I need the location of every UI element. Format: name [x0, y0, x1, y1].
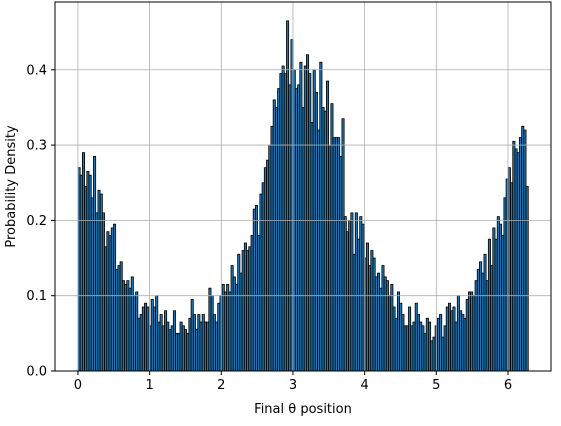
y-tick-label: 0.2	[26, 214, 47, 229]
y-tick-label: 0.1	[26, 289, 47, 304]
plot-frame	[54, 1, 552, 372]
x-tick-label: 1	[145, 378, 153, 393]
x-tick-label: 2	[217, 378, 225, 393]
histogram-bar	[525, 186, 529, 372]
y-axis-label: Probability Density	[4, 125, 19, 248]
x-tick-label: 3	[289, 378, 297, 393]
x-axis-label: Final θ position	[254, 402, 352, 417]
x-tick-label: 5	[432, 378, 440, 393]
y-tick-label: 0.3	[26, 139, 47, 154]
x-axis-ticks: 0 1 2 3 4 5 6	[74, 371, 512, 393]
x-tick-label: 6	[504, 378, 512, 393]
grid-lines	[55, 2, 551, 372]
x-tick-label: 0	[74, 378, 82, 393]
y-axis-ticks: 0.0 0.1 0.2 0.3 0.4	[26, 63, 55, 380]
y-tick-label: 0.0	[26, 365, 47, 380]
y-tick-label: 0.4	[26, 63, 47, 78]
x-tick-label: 4	[361, 378, 369, 393]
